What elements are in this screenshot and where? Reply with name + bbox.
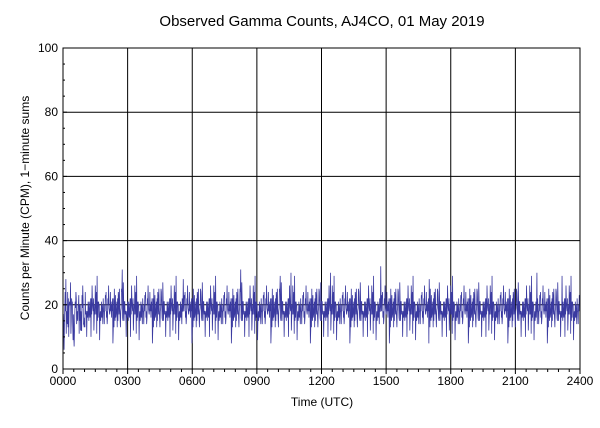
y-axis-label: Counts per Minute (CPM), 1−minute sums	[18, 96, 32, 320]
x-tick-label: 2400	[567, 374, 594, 388]
x-tick-label: 0600	[179, 374, 206, 388]
x-tick-label: 0300	[114, 374, 141, 388]
x-tick-label: 0900	[244, 374, 271, 388]
x-tick-label: 1500	[373, 374, 400, 388]
series-line-group	[62, 266, 581, 350]
y-tick-label: 100	[38, 41, 58, 55]
x-tick-label: 0000	[50, 374, 77, 388]
minor-ticks	[62, 47, 581, 374]
x-tick-labels: 0000 0300 0600 0900 1200 1500 1800 2100 2400	[50, 374, 594, 388]
y-tick-label: 20	[45, 298, 59, 312]
y-tick-label: 80	[45, 105, 59, 119]
x-axis-label: Time (UTC)	[291, 395, 353, 409]
series-line	[62, 266, 581, 350]
x-tick-label: 2100	[502, 374, 529, 388]
y-tick-label: 40	[45, 234, 59, 248]
y-tick-label: 60	[45, 169, 59, 183]
y-tick-label: 0	[51, 362, 58, 376]
chart-title: Observed Gamma Counts, AJ4CO, 01 May 201…	[159, 13, 484, 30]
grid-lines	[63, 48, 580, 369]
x-tick-label: 1200	[308, 374, 335, 388]
y-tick-labels: 0 20 40 60 80 100	[38, 41, 58, 376]
x-tick-label: 1800	[437, 374, 464, 388]
